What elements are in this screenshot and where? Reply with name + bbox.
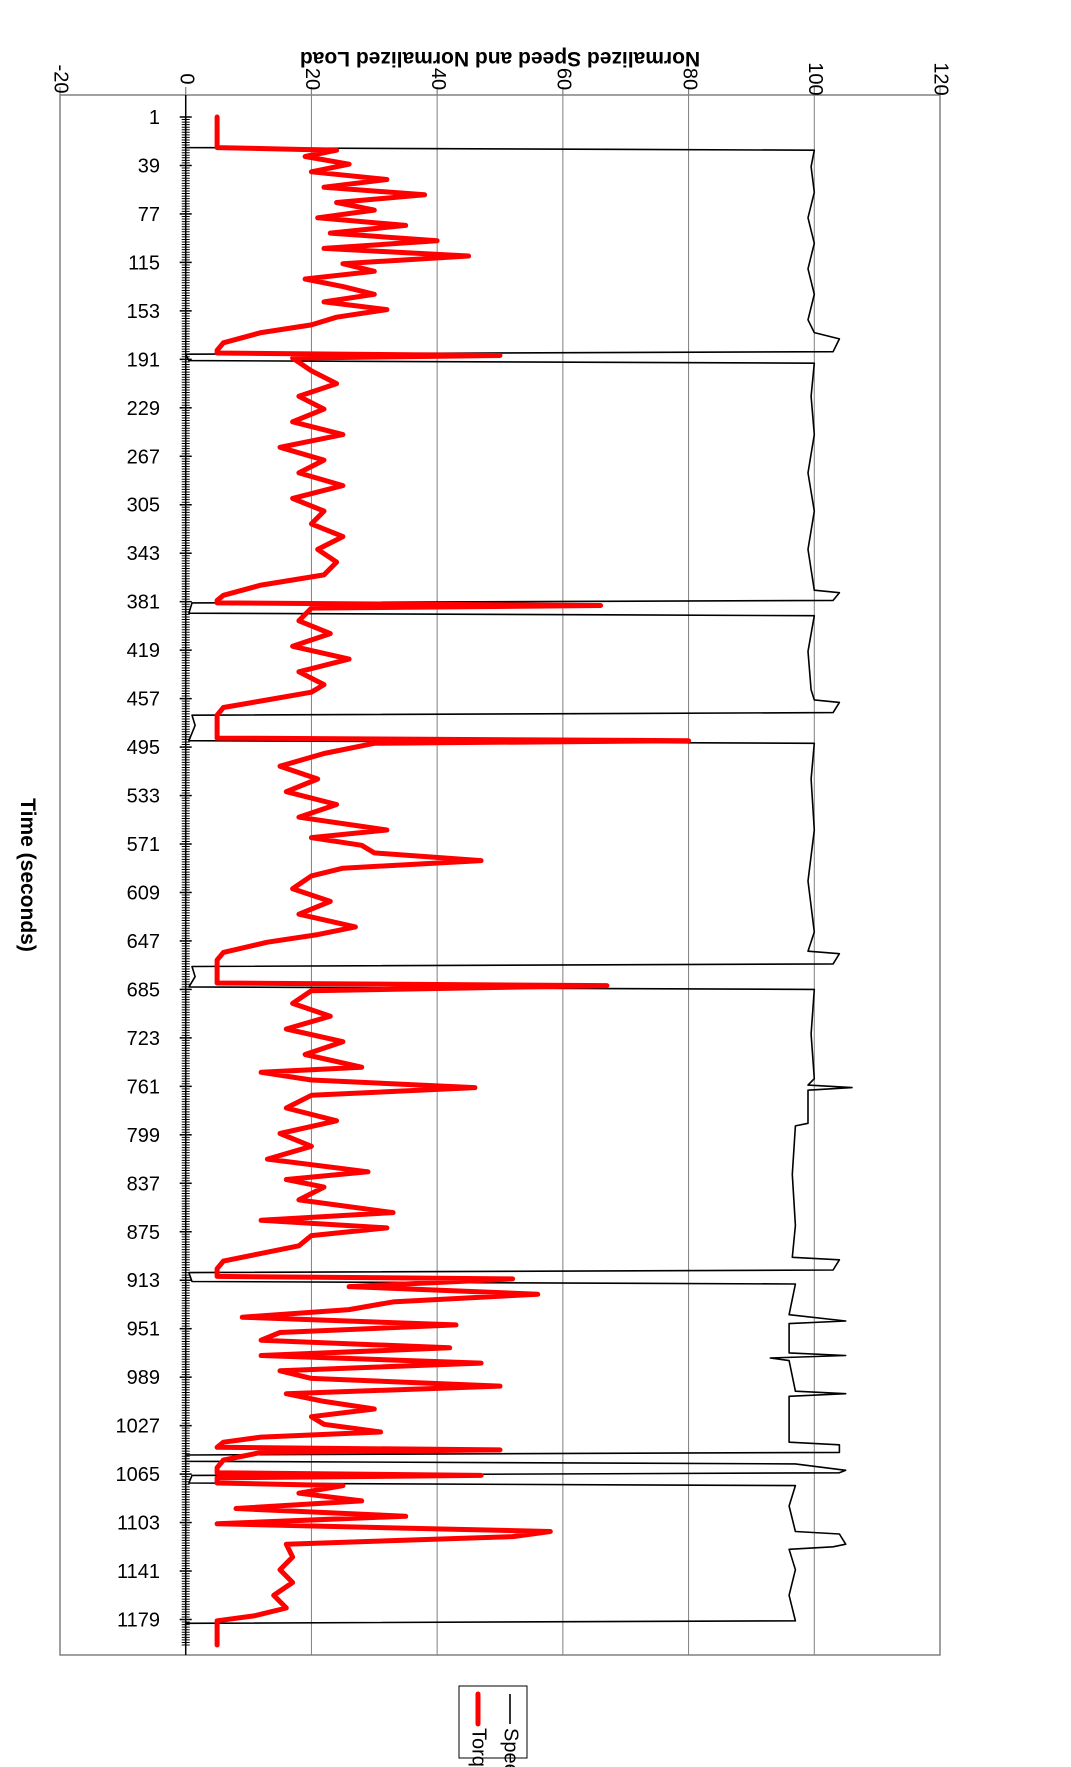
- value-tick-label: 60: [553, 68, 575, 90]
- time-axis-label: Time (seconds): [16, 798, 39, 952]
- value-tick-label: 80: [678, 68, 700, 90]
- time-axis: 1 39 77 115 153 191 229 267 305 343 381 419 457 495 53…: [116, 95, 192, 1655]
- time-tick-label: 1179: [117, 1609, 160, 1631]
- time-tick-label: 723: [127, 1028, 160, 1050]
- time-tick-label: 647: [127, 931, 160, 953]
- time-tick-label: 1103: [117, 1513, 160, 1535]
- series-line-torque: [214, 114, 692, 1648]
- series-lines: [184, 114, 853, 1648]
- time-tick-label: 495: [127, 737, 160, 759]
- value-tick-label: 20: [301, 68, 323, 90]
- time-tick-label: 115: [128, 252, 160, 274]
- value-tick-label: 100: [804, 62, 826, 95]
- legend-box: [458, 1685, 528, 1759]
- time-tick-label: 153: [127, 301, 160, 323]
- series-line-speed: [184, 116, 853, 1646]
- value-tick-label: 120: [930, 62, 952, 95]
- value-tick-label: -20: [50, 65, 72, 94]
- time-tick-label: 419: [127, 640, 160, 662]
- time-tick-label: 609: [127, 882, 160, 904]
- time-tick-label: 77: [138, 204, 160, 226]
- time-tick-label: 343: [127, 543, 160, 565]
- time-tick-label: 1027: [116, 1416, 161, 1438]
- value-tick-label: 0: [175, 73, 197, 84]
- time-tick-label: 951: [127, 1319, 160, 1341]
- time-tick-label: 571: [127, 834, 160, 856]
- value-tick-label: 40: [427, 68, 449, 90]
- time-tick-label: 837: [127, 1173, 160, 1195]
- time-tick-label: 229: [127, 398, 160, 420]
- time-tick-label: 913: [127, 1270, 160, 1292]
- time-tick-label: 305: [127, 495, 160, 517]
- legend-label-torque: Torque (%): [468, 1728, 490, 1767]
- time-tick-label: 191: [127, 349, 160, 371]
- time-tick-label: 1141: [117, 1561, 160, 1583]
- time-tick-label: 381: [127, 592, 160, 614]
- legend: Speed (%) Torque (%): [458, 1685, 528, 1767]
- value-axis-ticks: -20 0 20 40 60 80 100 120: [50, 62, 952, 95]
- time-tick-label: 761: [127, 1076, 160, 1098]
- time-tick-label: 799: [127, 1125, 160, 1147]
- legend-label-speed: Speed (%): [500, 1728, 522, 1767]
- time-tick-label: 1065: [116, 1464, 161, 1486]
- time-tick-label: 1: [149, 107, 160, 129]
- time-tick-label: 685: [127, 979, 160, 1001]
- value-axis-label: Normalized Speed and Normalized Load: [300, 47, 700, 70]
- time-tick-label: 533: [127, 786, 160, 808]
- time-tick-label: 267: [127, 446, 160, 468]
- time-tick-label: 989: [127, 1367, 160, 1389]
- time-tick-label: 457: [127, 689, 160, 711]
- time-tick-label: 875: [127, 1222, 160, 1244]
- time-tick-label: 39: [138, 155, 160, 177]
